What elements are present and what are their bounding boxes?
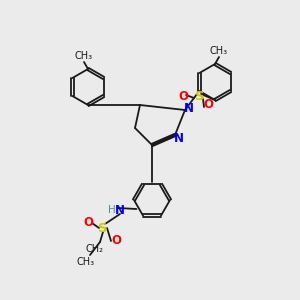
Text: O: O (111, 233, 121, 247)
Text: O: O (203, 98, 213, 112)
Text: CH₃: CH₃ (77, 257, 95, 267)
Text: CH₂: CH₂ (86, 244, 104, 254)
Text: N: N (115, 203, 125, 217)
Text: N: N (184, 101, 194, 115)
Text: H: H (108, 205, 116, 215)
Text: CH₃: CH₃ (210, 46, 228, 56)
Text: O: O (83, 215, 93, 229)
Text: O: O (178, 89, 188, 103)
Text: S: S (98, 221, 108, 235)
Text: N: N (174, 131, 184, 145)
Text: CH₃: CH₃ (75, 51, 93, 61)
Text: S: S (195, 91, 205, 103)
